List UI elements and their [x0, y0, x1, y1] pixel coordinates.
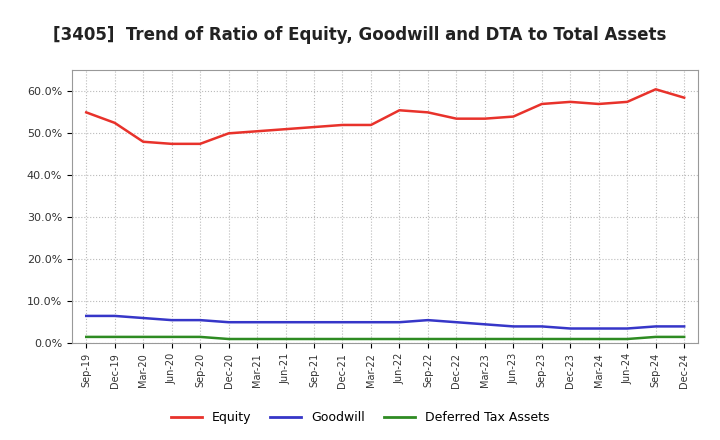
Equity	[595, 101, 603, 106]
Deferred Tax Assets	[595, 336, 603, 341]
Deferred Tax Assets	[110, 334, 119, 340]
Goodwill	[196, 318, 204, 323]
Equity	[225, 131, 233, 136]
Goodwill	[110, 313, 119, 319]
Equity	[509, 114, 518, 119]
Deferred Tax Assets	[139, 334, 148, 340]
Equity	[196, 141, 204, 147]
Goodwill	[253, 319, 261, 325]
Deferred Tax Assets	[253, 336, 261, 341]
Equity	[338, 122, 347, 128]
Goodwill	[423, 318, 432, 323]
Equity	[537, 101, 546, 106]
Equity	[423, 110, 432, 115]
Goodwill	[652, 324, 660, 329]
Legend: Equity, Goodwill, Deferred Tax Assets: Equity, Goodwill, Deferred Tax Assets	[166, 407, 554, 429]
Deferred Tax Assets	[652, 334, 660, 340]
Text: [3405]  Trend of Ratio of Equity, Goodwill and DTA to Total Assets: [3405] Trend of Ratio of Equity, Goodwil…	[53, 26, 667, 44]
Line: Deferred Tax Assets: Deferred Tax Assets	[86, 337, 684, 339]
Equity	[253, 128, 261, 134]
Deferred Tax Assets	[423, 336, 432, 341]
Goodwill	[338, 319, 347, 325]
Goodwill	[82, 313, 91, 319]
Deferred Tax Assets	[566, 336, 575, 341]
Goodwill	[452, 319, 461, 325]
Deferred Tax Assets	[366, 336, 375, 341]
Equity	[366, 122, 375, 128]
Equity	[110, 120, 119, 125]
Deferred Tax Assets	[310, 336, 318, 341]
Goodwill	[509, 324, 518, 329]
Equity	[480, 116, 489, 121]
Equity	[680, 95, 688, 100]
Equity	[139, 139, 148, 144]
Deferred Tax Assets	[680, 334, 688, 340]
Deferred Tax Assets	[395, 336, 404, 341]
Goodwill	[680, 324, 688, 329]
Deferred Tax Assets	[338, 336, 347, 341]
Goodwill	[537, 324, 546, 329]
Goodwill	[310, 319, 318, 325]
Equity	[395, 108, 404, 113]
Goodwill	[366, 319, 375, 325]
Deferred Tax Assets	[282, 336, 290, 341]
Deferred Tax Assets	[480, 336, 489, 341]
Line: Goodwill: Goodwill	[86, 316, 684, 329]
Goodwill	[395, 319, 404, 325]
Deferred Tax Assets	[196, 334, 204, 340]
Equity	[82, 110, 91, 115]
Deferred Tax Assets	[623, 336, 631, 341]
Goodwill	[282, 319, 290, 325]
Equity	[652, 87, 660, 92]
Deferred Tax Assets	[509, 336, 518, 341]
Deferred Tax Assets	[82, 334, 91, 340]
Equity	[282, 127, 290, 132]
Goodwill	[167, 318, 176, 323]
Goodwill	[566, 326, 575, 331]
Goodwill	[480, 322, 489, 327]
Goodwill	[225, 319, 233, 325]
Equity	[623, 99, 631, 105]
Equity	[452, 116, 461, 121]
Equity	[566, 99, 575, 105]
Deferred Tax Assets	[167, 334, 176, 340]
Goodwill	[595, 326, 603, 331]
Deferred Tax Assets	[452, 336, 461, 341]
Line: Equity: Equity	[86, 89, 684, 144]
Goodwill	[623, 326, 631, 331]
Equity	[167, 141, 176, 147]
Goodwill	[139, 315, 148, 321]
Deferred Tax Assets	[225, 336, 233, 341]
Deferred Tax Assets	[537, 336, 546, 341]
Equity	[310, 125, 318, 130]
